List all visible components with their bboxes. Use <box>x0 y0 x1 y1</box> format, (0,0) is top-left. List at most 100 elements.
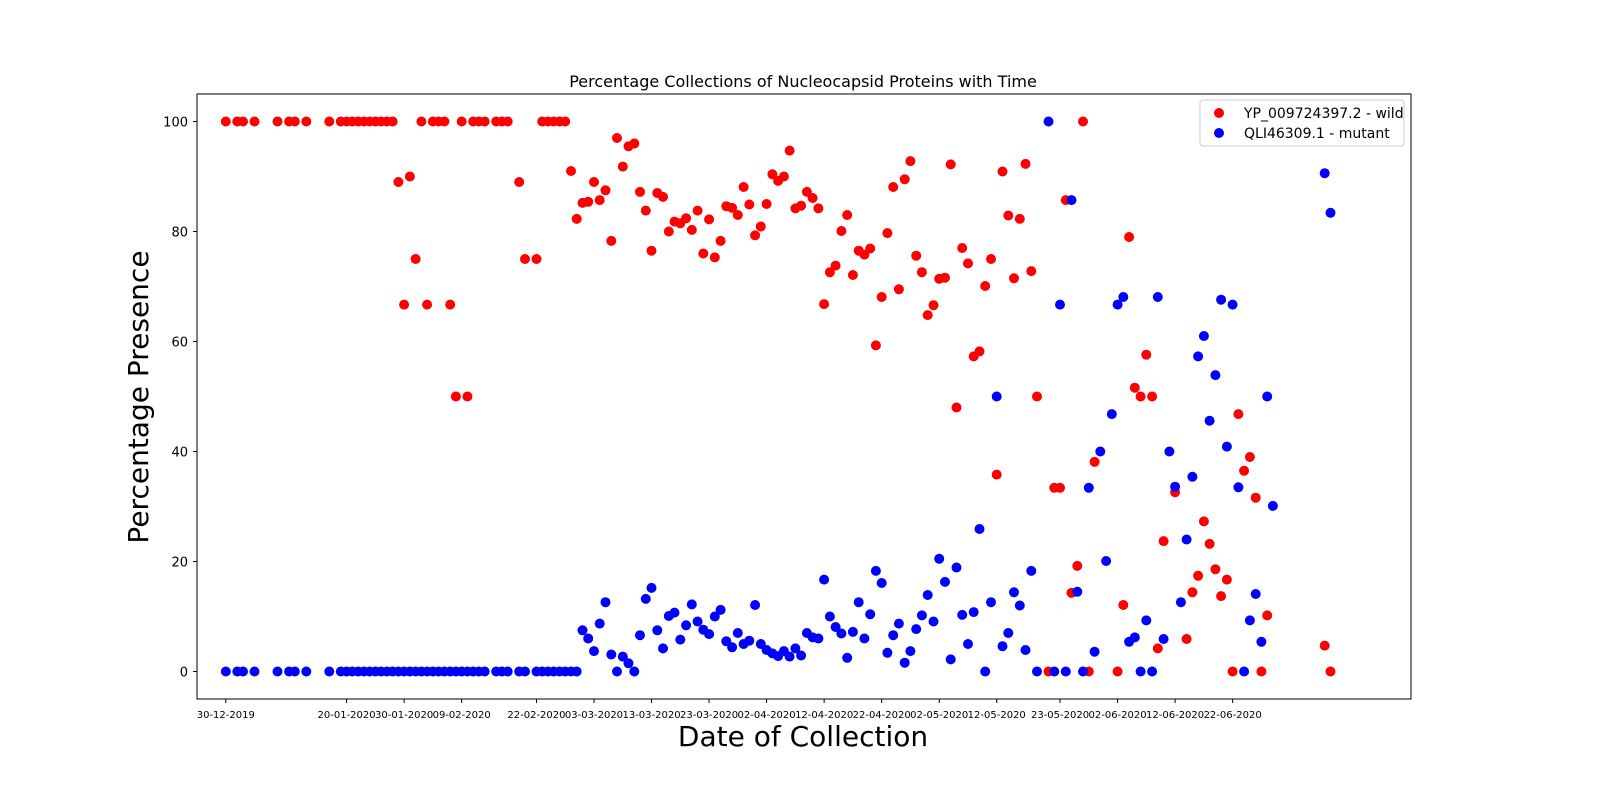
data-point <box>951 402 962 413</box>
data-point <box>479 666 490 677</box>
legend: YP_009724397.2 - wild QLI46309.1 - mutan… <box>1199 99 1405 147</box>
data-point <box>824 611 835 622</box>
data-point <box>1250 589 1261 599</box>
x-tick-label: 20-01-2020 <box>318 710 376 721</box>
data-point <box>888 630 899 641</box>
data-point <box>1089 456 1100 467</box>
data-point <box>922 590 933 600</box>
data-point <box>1014 213 1025 224</box>
data-point <box>681 213 692 224</box>
data-point <box>991 391 1002 402</box>
x-tick-label: 02-04-2020 <box>738 710 796 721</box>
data-point <box>790 643 801 654</box>
data-point <box>824 267 835 278</box>
data-point <box>1216 294 1227 305</box>
data-point <box>1187 471 1198 482</box>
data-point <box>1221 441 1232 452</box>
data-point <box>1055 482 1065 493</box>
data-point <box>899 174 910 185</box>
data-point <box>1319 168 1330 179</box>
data-point <box>646 582 657 593</box>
data-point <box>456 116 467 127</box>
data-point <box>1026 266 1037 277</box>
data-point <box>882 228 893 239</box>
data-point <box>727 202 738 213</box>
data-point <box>589 177 599 187</box>
data-point <box>1129 382 1140 393</box>
data-point <box>1147 391 1158 402</box>
data-point <box>1198 331 1209 341</box>
data-point <box>445 299 456 310</box>
data-point <box>324 666 335 677</box>
data-point <box>1210 564 1221 575</box>
data-point <box>692 205 703 216</box>
data-point <box>1026 565 1037 576</box>
series-mutant <box>220 116 1336 677</box>
data-point <box>450 391 461 402</box>
data-point <box>1032 666 1042 677</box>
data-point <box>865 243 876 254</box>
data-point <box>945 654 956 665</box>
data-point <box>870 340 881 351</box>
x-tick-label: 12-04-2020 <box>795 710 853 721</box>
data-point <box>1256 636 1267 647</box>
data-point <box>934 553 945 564</box>
data-point <box>1204 415 1215 426</box>
data-point <box>847 270 858 280</box>
data-point <box>968 607 979 618</box>
data-point <box>1032 391 1042 402</box>
data-point <box>732 628 743 638</box>
plot-area: 0 20 40 60 80 100 30-12-2019 20-01-2020 30-01-2… <box>163 93 1412 721</box>
data-point <box>1078 116 1088 127</box>
data-point <box>744 635 755 646</box>
y-axis-label: Percentage Presence <box>122 250 155 543</box>
data-point <box>1239 465 1250 476</box>
data-point <box>704 629 715 640</box>
data-point <box>957 243 968 253</box>
data-point <box>847 626 858 637</box>
data-point <box>1227 299 1238 310</box>
data-point <box>289 666 300 677</box>
data-point <box>1095 446 1106 457</box>
data-point <box>301 116 312 127</box>
data-point <box>738 182 749 192</box>
data-point <box>1267 500 1278 511</box>
data-point <box>727 642 738 653</box>
data-point <box>1101 556 1112 566</box>
data-point <box>272 666 283 677</box>
data-point <box>916 267 927 278</box>
data-point <box>600 185 611 196</box>
data-point <box>635 630 645 641</box>
data-point <box>980 666 991 677</box>
data-point <box>997 641 1008 652</box>
data-point <box>1325 666 1336 677</box>
data-point <box>272 116 283 127</box>
data-point <box>1233 409 1244 420</box>
data-point <box>571 666 582 677</box>
data-point <box>583 633 594 644</box>
data-point <box>640 593 651 604</box>
data-point <box>836 628 847 639</box>
data-point <box>686 224 697 235</box>
data-point <box>1262 610 1273 621</box>
data-point <box>974 524 985 534</box>
data-point <box>1198 516 1209 527</box>
data-point <box>566 166 576 176</box>
data-point <box>686 599 697 610</box>
x-tick-label: 12-06-2020 <box>1146 710 1204 721</box>
data-point <box>502 116 513 127</box>
data-point <box>715 235 726 246</box>
data-point <box>836 226 847 236</box>
data-point <box>893 284 904 295</box>
data-point <box>1083 482 1094 493</box>
legend-box <box>1199 99 1405 147</box>
data-point <box>997 166 1008 177</box>
data-point <box>1158 634 1169 644</box>
data-point <box>1049 666 1060 677</box>
data-point <box>646 245 657 256</box>
data-point <box>1204 538 1215 549</box>
data-point <box>1244 615 1255 626</box>
data-point <box>238 116 248 127</box>
data-point <box>1089 646 1100 657</box>
